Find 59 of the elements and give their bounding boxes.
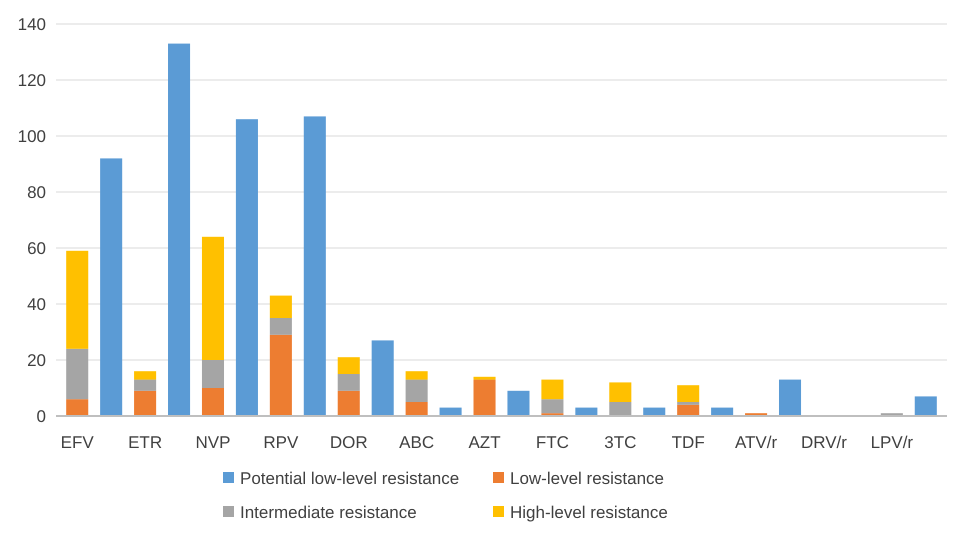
bar xyxy=(236,119,258,416)
x-tick-label: TDF xyxy=(672,433,705,452)
x-tick-label: ATV/r xyxy=(734,433,778,452)
bar xyxy=(304,116,326,416)
bar xyxy=(66,399,88,416)
bar xyxy=(406,371,428,380)
legend-label: Potential low-level resistance xyxy=(240,468,460,488)
x-tick-label: ABC xyxy=(399,433,434,452)
y-tick-label: 60 xyxy=(27,238,46,258)
bar xyxy=(507,390,530,416)
x-tick-label: FTC xyxy=(536,433,569,452)
bar xyxy=(406,380,428,402)
bar xyxy=(677,385,700,402)
bar xyxy=(66,250,88,349)
bar xyxy=(202,236,224,360)
bar xyxy=(609,402,632,416)
bar xyxy=(270,296,292,318)
x-tick-label: DRV/r xyxy=(800,433,848,452)
bar xyxy=(473,380,496,416)
legend-label: Low-level resistance xyxy=(510,468,664,488)
bar xyxy=(914,396,937,416)
bar xyxy=(66,348,88,400)
bar xyxy=(406,402,428,416)
bar xyxy=(270,318,292,335)
bar xyxy=(168,44,190,416)
y-tick-label: 40 xyxy=(27,294,46,314)
x-tick-label: NVP xyxy=(196,433,230,452)
bar xyxy=(270,334,292,416)
bar xyxy=(202,388,224,416)
x-tick-label: DOR xyxy=(330,433,368,452)
x-tick-label: 3TC xyxy=(604,433,636,452)
legend-label: Intermediate resistance xyxy=(240,502,417,522)
y-tick-label: 100 xyxy=(18,126,46,146)
x-tick-label: ETR xyxy=(128,433,162,452)
bar xyxy=(643,408,666,416)
x-tick-label: LPV/r xyxy=(870,433,914,452)
bar xyxy=(134,371,156,380)
bar xyxy=(609,382,632,402)
bar xyxy=(541,380,564,400)
y-tick-label: 0 xyxy=(36,406,46,426)
bar xyxy=(541,399,564,414)
bar xyxy=(202,360,224,388)
bar xyxy=(372,340,394,416)
bar xyxy=(778,380,802,416)
legend-label: High-level resistance xyxy=(510,502,668,522)
bar xyxy=(100,158,122,416)
bar xyxy=(134,380,156,391)
bar xyxy=(338,357,360,374)
y-tick-label: 140 xyxy=(18,14,46,34)
bar xyxy=(338,390,360,416)
bar xyxy=(134,390,156,416)
x-tick-label: RPV xyxy=(263,433,300,452)
y-tick-label: 120 xyxy=(18,70,46,90)
bar xyxy=(338,374,360,391)
bar xyxy=(677,402,700,405)
x-tick-label: EFV xyxy=(60,433,94,452)
x-tick-label: AZT xyxy=(468,433,501,452)
y-tick-label: 20 xyxy=(27,350,46,370)
y-tick-label: 80 xyxy=(27,182,46,202)
